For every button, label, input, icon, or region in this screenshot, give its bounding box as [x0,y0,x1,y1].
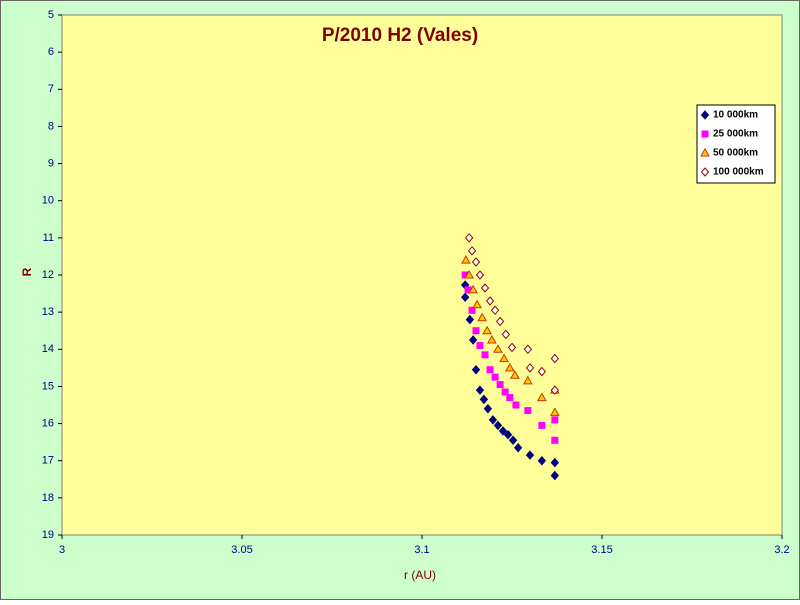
y-tick-label: 9 [48,157,54,169]
y-tick-label: 12 [42,269,54,281]
data-point [464,233,474,243]
data-point [499,353,509,363]
legend-marker [700,110,710,120]
data-point [495,316,505,327]
data-point [486,334,497,344]
data-point [485,296,495,306]
data-point [550,353,560,364]
legend-label: 25 000km [713,129,758,140]
data-point [461,292,470,303]
data-point [472,299,482,309]
y-tick-label: 16 [42,417,54,429]
data-point [501,388,509,396]
y-tick-label: 15 [42,380,54,392]
y-tick-label: 11 [43,232,54,244]
y-axis-label: R [20,267,34,276]
data-point [479,394,489,405]
data-point [537,366,547,377]
x-tick-label: 3.2 [774,544,789,556]
data-point [537,455,547,466]
data-point [468,306,476,314]
legend-label: 100 000km [713,167,764,178]
data-point [464,269,475,279]
y-tick-label: 6 [48,46,54,58]
data-point [525,450,535,460]
data-point [490,305,500,316]
data-point [525,363,535,373]
data-point [523,344,533,355]
data-point [513,442,523,453]
data-point [507,342,517,353]
y-tick-label: 17 [42,455,54,467]
plot-area [61,14,783,536]
data-point [467,246,477,256]
data-point [522,375,533,385]
data-point [550,385,560,395]
data-point [481,351,489,359]
y-tick-label: 19 [42,529,54,541]
data-point [482,325,493,335]
y-tick-label: 10 [42,195,54,207]
data-point [483,403,493,414]
legend-label: 10 000km [713,110,758,121]
data-point [475,385,485,395]
legend-marker [700,147,710,157]
x-tick-label: 3.1 [414,544,429,556]
data-point [472,327,480,335]
data-point [538,421,546,429]
data-point [468,335,478,345]
data-point [549,407,560,416]
data-point [465,314,475,325]
data-point [476,342,484,350]
data-point [461,255,471,264]
y-tick-label: 7 [48,83,54,95]
data-point [493,344,503,353]
data-point [471,364,481,375]
y-tick-label: 18 [42,492,54,504]
data-point [550,470,560,481]
legend-marker [701,130,709,138]
y-tick-label: 14 [42,343,54,355]
data-point [537,392,547,402]
data-point [506,394,514,402]
x-tick-label: 3.15 [591,544,612,556]
data-point [488,415,498,425]
data-point [498,426,508,436]
y-tick-label: 13 [42,306,54,318]
data-point [504,362,515,372]
data-point [496,381,504,389]
data-point [477,312,487,322]
y-tick-label: 5 [48,9,54,21]
legend [696,104,776,184]
data-point [510,370,520,379]
legend-marker [700,167,710,177]
data-point [486,366,494,374]
data-point [480,283,490,293]
data-point [493,420,503,431]
data-point [471,257,481,267]
data-point [551,416,559,424]
data-point [512,401,520,409]
data-point [551,436,559,444]
data-point [508,435,518,446]
y-tick-label: 8 [48,120,54,132]
data-point [550,457,560,468]
data-point [475,270,485,280]
chart-title: P/2010 H2 (Vales) [322,25,478,46]
legend-label: 50 000km [713,148,758,159]
data-point [491,373,499,381]
x-axis-label: r (AU) [404,568,436,582]
x-tick-label: 3.05 [231,544,252,556]
data-point [524,407,532,415]
x-tick-label: 3 [59,544,65,556]
data-point [468,284,478,294]
data-point [501,329,511,340]
data-point [503,429,513,440]
